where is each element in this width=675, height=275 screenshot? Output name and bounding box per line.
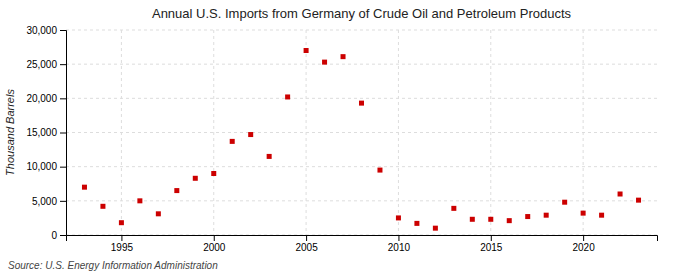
point bbox=[137, 198, 142, 203]
grid-line bbox=[583, 30, 584, 235]
point bbox=[285, 94, 290, 99]
point bbox=[119, 220, 124, 225]
point bbox=[562, 200, 567, 205]
point bbox=[322, 60, 327, 65]
point bbox=[193, 176, 198, 181]
grid-line bbox=[213, 30, 214, 235]
grid-line bbox=[66, 98, 657, 99]
y-axis-tick-label: 30,000 bbox=[26, 25, 57, 36]
x-axis-tick-mark bbox=[583, 235, 584, 241]
grid-line bbox=[398, 30, 399, 235]
x-axis-line bbox=[67, 236, 658, 242]
y-axis-tick-mark bbox=[60, 133, 66, 134]
point bbox=[544, 213, 549, 218]
point bbox=[230, 139, 235, 144]
x-axis-tick: 2005 bbox=[295, 235, 318, 253]
point bbox=[82, 185, 87, 190]
y-axis-tick: 25,000 bbox=[26, 59, 66, 70]
y-axis-title: Thousand Barrels bbox=[4, 89, 16, 176]
grid-line bbox=[66, 30, 657, 31]
y-axis-tick: 5,000 bbox=[32, 196, 66, 207]
x-axis: 1995 2000 2005 2010 2015 2020 bbox=[67, 235, 658, 253]
point bbox=[525, 214, 530, 219]
y-axis-tick-mark bbox=[60, 201, 66, 202]
y-axis: 0 5,000 10,000 15,000 20,000 25,000 30,000 bbox=[26, 25, 66, 241]
point bbox=[599, 213, 604, 218]
y-axis-tick-mark bbox=[60, 235, 66, 236]
point bbox=[414, 221, 419, 226]
grid-line bbox=[66, 166, 657, 167]
grid-line bbox=[66, 64, 657, 65]
grid-line bbox=[490, 30, 491, 235]
grid bbox=[66, 30, 657, 235]
x-axis-tick: 2020 bbox=[573, 235, 596, 253]
point bbox=[359, 101, 364, 106]
chart: 1995 2000 2005 2010 2015 2020 0 5,000 10,000 15,0… bbox=[0, 0, 675, 275]
x-axis-tick-label: 2005 bbox=[295, 242, 318, 253]
x-axis-tick-mark bbox=[214, 235, 215, 241]
x-axis-tick-label: 2015 bbox=[480, 242, 503, 253]
grid-line bbox=[66, 200, 657, 201]
point bbox=[211, 171, 216, 176]
y-axis-tick-mark bbox=[60, 98, 66, 99]
point bbox=[304, 48, 309, 53]
point bbox=[396, 215, 401, 220]
points bbox=[82, 48, 641, 231]
grid-line bbox=[66, 132, 657, 133]
point bbox=[636, 198, 641, 203]
x-axis-tick: 2010 bbox=[388, 235, 411, 253]
point bbox=[248, 132, 253, 137]
y-axis-tick-label: 5,000 bbox=[32, 196, 57, 207]
title: Annual U.S. Imports from Germany of Crud… bbox=[152, 6, 572, 21]
point bbox=[267, 154, 272, 159]
grid-line bbox=[306, 30, 307, 235]
y-axis-tick-mark bbox=[60, 64, 66, 65]
x-axis-tick-label: 2010 bbox=[388, 242, 411, 253]
y-axis-tick: 30,000 bbox=[26, 25, 66, 36]
source: Source: U.S. Energy Information Administ… bbox=[8, 260, 218, 271]
point bbox=[341, 54, 346, 59]
x-axis-tick: 2000 bbox=[203, 235, 226, 253]
x-axis-tick-mark bbox=[121, 235, 122, 241]
point bbox=[488, 217, 493, 222]
grid-line bbox=[121, 30, 122, 235]
y-axis-tick: 20,000 bbox=[26, 93, 66, 104]
point bbox=[174, 188, 179, 193]
point bbox=[470, 217, 475, 222]
y-axis-tick-label: 25,000 bbox=[26, 59, 57, 70]
y-axis-tick-label: 0 bbox=[51, 230, 57, 241]
point bbox=[581, 211, 586, 216]
y-axis-tick-mark bbox=[60, 30, 66, 31]
y-axis-tick-label: 15,000 bbox=[26, 127, 57, 138]
y-axis-tick: 15,000 bbox=[26, 127, 66, 138]
point bbox=[100, 204, 105, 209]
x-axis-tick-mark bbox=[398, 235, 399, 241]
y-axis-line bbox=[60, 31, 67, 236]
x-axis-tick: 1995 bbox=[111, 235, 134, 253]
plot: 1995 2000 2005 2010 2015 2020 0 5,000 10,000 15,0… bbox=[26, 25, 657, 253]
y-axis-tick: 0 bbox=[51, 230, 66, 241]
x-axis-tick-mark bbox=[491, 235, 492, 241]
point bbox=[507, 218, 512, 223]
y-axis-tick-label: 10,000 bbox=[26, 161, 57, 172]
point bbox=[433, 226, 438, 231]
point bbox=[156, 211, 161, 216]
x-axis-tick-mark bbox=[306, 235, 307, 241]
point bbox=[618, 192, 623, 197]
y-axis-tick-mark bbox=[60, 167, 66, 168]
x-axis-tick-label: 1995 bbox=[111, 242, 134, 253]
y-axis-tick-label: 20,000 bbox=[26, 93, 57, 104]
x-axis-tick: 2015 bbox=[480, 235, 503, 253]
y-axis-tick: 10,000 bbox=[26, 161, 66, 172]
point bbox=[451, 206, 456, 211]
x-axis-tick-label: 2020 bbox=[573, 242, 596, 253]
x-axis-tick-label: 2000 bbox=[203, 242, 226, 253]
point bbox=[377, 168, 382, 173]
